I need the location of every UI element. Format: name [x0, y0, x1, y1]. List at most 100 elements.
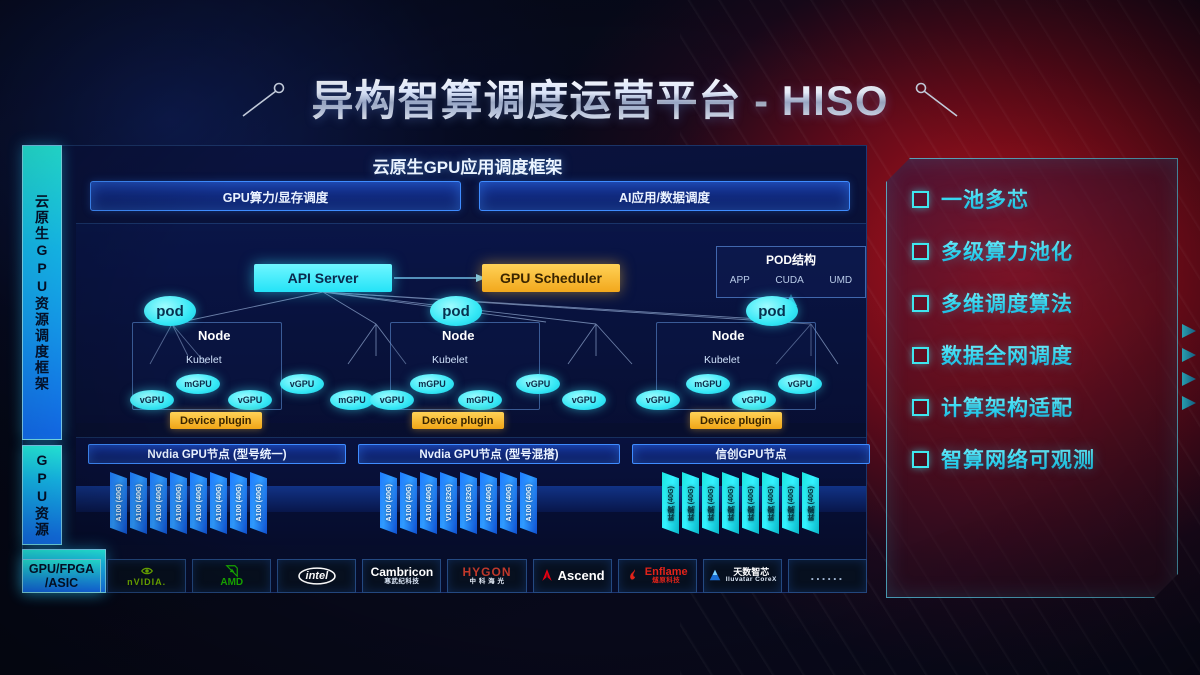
gpu-card-label: A100 (40G) — [484, 484, 493, 522]
amd-arrow-icon — [225, 564, 238, 578]
ascend-mark-icon — [540, 568, 554, 585]
mgpu-ellipse[interactable]: mGPU — [458, 390, 502, 410]
gpu-card-label: 昇腾 (40G) — [705, 485, 715, 521]
checkbox-square-icon[interactable] — [912, 242, 929, 260]
gpu-card[interactable]: A100 (40G) — [400, 472, 417, 534]
framework-bar-ai[interactable]: AI应用/数据调度 — [479, 181, 850, 211]
gpu-card[interactable]: A100 (40G) — [190, 472, 207, 534]
gpu-card[interactable]: A100 (40G) — [110, 472, 127, 534]
feature-label: 多级算力池化 — [941, 236, 1073, 266]
checkbox-square-icon[interactable] — [912, 346, 929, 364]
pod-structure-card: POD结构 APP CUDA UMD — [716, 246, 866, 298]
feature-item[interactable]: 计算架构适配 — [912, 392, 1168, 422]
feature-label: 智算网络可观测 — [941, 444, 1095, 474]
kubelet-label: Kubelet — [186, 354, 222, 366]
vgpu-ellipse[interactable]: vGPU — [562, 390, 606, 410]
feature-item[interactable]: 一池多芯 — [912, 184, 1168, 214]
api-server-box[interactable]: API Server — [254, 264, 392, 292]
vgpu-ellipse[interactable]: vGPU — [732, 390, 776, 410]
feature-label: 计算架构适配 — [941, 392, 1073, 422]
feature-list: 一池多芯多级算力池化多维调度算法 数据全网调度计算架构适配 智算网络可观测 — [912, 184, 1168, 474]
vgpu-ellipse[interactable]: vGPU — [636, 390, 680, 410]
mgpu-ellipse[interactable]: mGPU — [686, 374, 730, 394]
mgpu-ellipse[interactable]: mGPU — [410, 374, 454, 394]
gpu-card[interactable]: A100 (40G) — [170, 472, 187, 534]
gpu-card[interactable]: A100 (40G) — [230, 472, 247, 534]
page-title: 异构智算调度运营平台 - HISO — [311, 67, 888, 128]
vendor-logo-intel[interactable]: intel — [277, 559, 357, 593]
vgpu-ellipse[interactable]: vGPU — [280, 374, 324, 394]
device-plugin-button[interactable]: Device plugin — [690, 412, 782, 429]
feature-item[interactable]: 多维调度算法 — [912, 288, 1168, 318]
gpu-card[interactable]: A100 (40G) — [520, 472, 537, 534]
pod-structure-items: APP CUDA UMD — [717, 275, 865, 286]
gpu-card[interactable]: 昇腾 (40G) — [742, 472, 759, 534]
node-group-2: pod Node Kubelet vGPU mGPU mGPU vGPU vGP… — [370, 296, 626, 429]
diagram-inner: 云原生GPU应用调度框架 GPU算力/显存调度 AI应用/数据调度 — [68, 145, 870, 593]
vendor-logo-enflame[interactable]: Enflame 燧原科技 — [617, 559, 697, 593]
checkbox-square-icon[interactable] — [912, 450, 929, 468]
gpu-card-label: V100 (32G) — [444, 484, 453, 522]
gpu-card[interactable]: 昇腾 (40G) — [802, 472, 819, 534]
vendor-logo-amd[interactable]: AMD — [192, 559, 272, 593]
device-plugin-button[interactable]: Device plugin — [412, 412, 504, 429]
vendor-name: HYGON — [462, 565, 512, 580]
gpu-node-bar-3[interactable]: 信创GPU节点 — [632, 444, 870, 464]
feature-item[interactable]: 数据全网调度 — [912, 340, 1168, 370]
gpu-card[interactable]: V100 (32G) — [440, 472, 457, 534]
pod-ellipse[interactable]: pod — [746, 296, 798, 326]
chevron-right-icon — [1182, 324, 1196, 436]
device-plugin-button[interactable]: Device plugin — [170, 412, 262, 429]
gpu-card[interactable]: A100 (40G) — [500, 472, 517, 534]
gpu-card[interactable]: 昇腾 (40G) — [702, 472, 719, 534]
gpu-node-bar-2[interactable]: Nvdia GPU节点 (型号混搭) — [358, 444, 620, 464]
vgpu-ellipse[interactable]: vGPU — [228, 390, 272, 410]
gpu-card-label: V100 (32G) — [464, 484, 473, 522]
gpu-card[interactable]: 昇腾 (40G) — [782, 472, 799, 534]
gpu-card[interactable]: 昇腾 (40G) — [682, 472, 699, 534]
checkbox-square-icon[interactable] — [912, 398, 929, 416]
gpu-card[interactable]: 昇腾 (40G) — [662, 472, 679, 534]
pod-ellipse[interactable]: pod — [144, 296, 196, 326]
gpu-scheduler-box[interactable]: GPU Scheduler — [482, 264, 620, 292]
gpu-card[interactable]: A100 (40G) — [420, 472, 437, 534]
vgpu-ellipse[interactable]: vGPU — [370, 390, 414, 410]
vendor-logo-iluvatar[interactable]: 天数智芯 Iluvatar CoreX — [702, 559, 782, 593]
checkbox-square-icon[interactable] — [912, 294, 929, 312]
vgpu-ellipse[interactable]: vGPU — [130, 390, 174, 410]
feature-item[interactable]: 智算网络可观测 — [912, 444, 1168, 474]
gpu-card-label: A100 (40G) — [384, 484, 393, 522]
node-label: Node — [198, 328, 231, 343]
gpu-card[interactable]: 昇腾 (40G) — [722, 472, 739, 534]
vendor-logo-content: nVIDIA. — [127, 564, 166, 587]
vgpu-ellipse[interactable]: vGPU — [778, 374, 822, 394]
gpu-card-label: A100 (40G) — [134, 484, 143, 522]
gpu-card-label: 昇腾 (40G) — [685, 485, 695, 521]
feature-item[interactable]: 多级算力池化 — [912, 236, 1168, 266]
framework-bar-compute[interactable]: GPU算力/显存调度 — [90, 181, 461, 211]
vendor-logo-hygon[interactable]: HYGON 中 科 海 光 — [447, 559, 527, 593]
checkbox-square-icon[interactable] — [912, 190, 929, 208]
gpu-card[interactable]: 昇腾 (40G) — [762, 472, 779, 534]
vendor-logo-text2[interactable]: Cambricon 寒武纪科技 — [362, 559, 442, 593]
vendor-logo-more[interactable]: ...... — [787, 559, 867, 593]
gpu-card-label: A100 (40G) — [114, 484, 123, 522]
vendor-logo-content: HYGON 中 科 海 光 — [463, 566, 512, 585]
gpu-card-label: A100 (40G) — [214, 484, 223, 522]
gpu-card[interactable]: A100 (40G) — [480, 472, 497, 534]
gpu-card[interactable]: A100 (40G) — [380, 472, 397, 534]
gpu-card[interactable]: A100 (40G) — [250, 472, 267, 534]
gpu-card[interactable]: V100 (32G) — [460, 472, 477, 534]
gpu-card[interactable]: A100 (40G) — [150, 472, 167, 534]
gpu-node-bar-1[interactable]: Nvdia GPU节点 (型号统一) — [88, 444, 346, 464]
gpu-card-label: 昇腾 (40G) — [745, 485, 755, 521]
pod-ellipse[interactable]: pod — [430, 296, 482, 326]
gpu-card[interactable]: A100 (40G) — [130, 472, 147, 534]
mgpu-ellipse[interactable]: mGPU — [176, 374, 220, 394]
vendor-logo-ascend[interactable]: Ascend — [532, 559, 612, 593]
vendor-logo-nvidia[interactable]: nVIDIA. — [107, 559, 187, 593]
vendor-name: nVIDIA. — [127, 577, 167, 588]
vgpu-ellipse[interactable]: vGPU — [516, 374, 560, 394]
mgpu-ellipse[interactable]: mGPU — [330, 390, 374, 410]
gpu-card[interactable]: A100 (40G) — [210, 472, 227, 534]
